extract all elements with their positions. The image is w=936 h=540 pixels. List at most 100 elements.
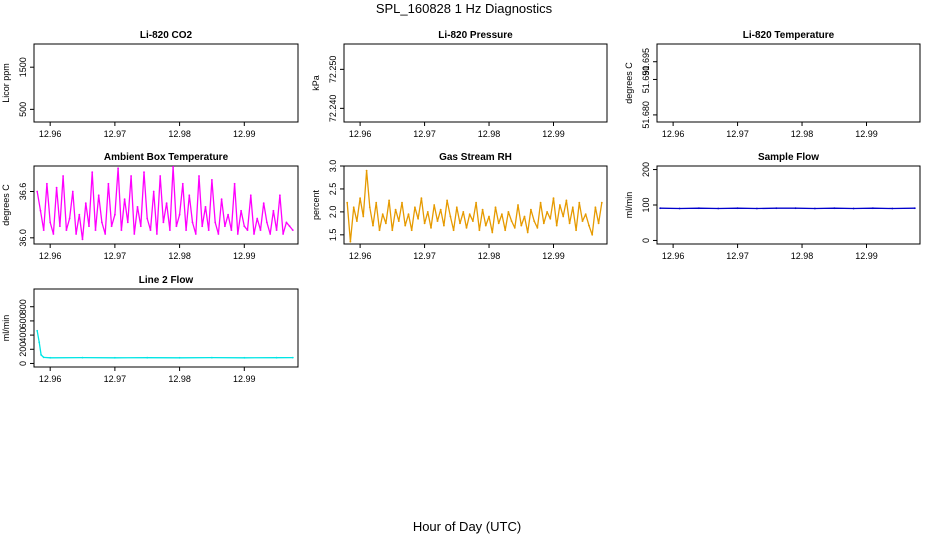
panel-5-point-23: [420, 197, 423, 200]
panel-5-point-17: [401, 201, 403, 204]
panel-3-ytick-label-2: 51.695: [641, 48, 651, 76]
panel-7-point-7: [146, 356, 149, 359]
panel-4-point-64: [243, 225, 246, 228]
panel-4-point-36: [152, 190, 155, 193]
panel-5-point-5: [362, 215, 365, 218]
panel-3-xtick-label-1: 12.97: [726, 129, 749, 139]
panel-5-point-50: [507, 211, 510, 213]
panel-5-point-25: [426, 211, 429, 213]
panel-7-xtick-label-2: 12.98: [168, 374, 191, 384]
panel-4-point-72: [269, 233, 272, 235]
panel-3-ylabel: degrees C: [624, 62, 634, 104]
panel-4-point-48: [191, 221, 194, 224]
panel-5-point-61: [542, 222, 545, 225]
panel-5-point-69: [568, 222, 571, 225]
panel-5-point-3: [356, 220, 358, 223]
panel-5-point-62: [546, 211, 548, 213]
panel-5-ytick-label-2: 2.5: [328, 183, 338, 196]
panel-5-point-45: [491, 231, 494, 234]
panel-5-point-59: [536, 227, 539, 229]
panel-4-point-58: [224, 225, 226, 228]
panel-7-point-9: [211, 356, 213, 359]
panel-4-point-67: [253, 233, 255, 235]
panel-5-point-49: [504, 229, 507, 232]
panel-1-frame: [33, 43, 299, 123]
panel-7-frame: [33, 288, 299, 368]
panel-5-point-10: [378, 229, 381, 232]
panel-5-point-40: [475, 201, 477, 204]
panel-5-point-74: [584, 213, 587, 216]
panel-4-point-17: [91, 171, 94, 174]
panel-6-point-6: [775, 207, 778, 210]
panel-5-point-15: [394, 208, 397, 211]
panel-5-point-39: [472, 220, 474, 223]
panel-5-point-16: [397, 220, 400, 223]
panel-5-point-19: [407, 213, 410, 216]
panel-7-ytick-label-3: 600: [18, 313, 28, 328]
figure-xlabel: Hour of Day (UTC): [413, 519, 521, 534]
panel-4-point-62: [236, 233, 239, 235]
panel-3-xtick-label-3: 12.99: [855, 129, 878, 139]
panel-6-point-0: [659, 207, 662, 210]
panel-6-xtick-label-1: 12.97: [726, 251, 749, 261]
panel-5-xtick-label-3: 12.99: [542, 251, 565, 261]
panel-5-point-2: [352, 206, 355, 209]
panel-4-point-32: [139, 225, 142, 228]
panel-6-title: Sample Flow: [758, 152, 819, 163]
panel-5-point-60: [539, 201, 542, 204]
panel-5-point-21: [414, 206, 416, 209]
panel-5-point-57: [530, 208, 532, 211]
panel-3-ytick-label-1: 51.690: [641, 66, 651, 94]
panel-5-point-33: [452, 229, 455, 232]
panel-2-xtick-label-2: 12.98: [478, 129, 501, 139]
panel-5-point-8: [372, 224, 374, 227]
figure-title: SPL_160828 1 Hz Diagnostics: [376, 1, 553, 16]
panel-5-point-78: [597, 222, 600, 225]
panel-7-xtick-label-0: 12.96: [39, 374, 62, 384]
panel-5-ytick-label-1: 2.0: [328, 206, 338, 219]
panel-6-xtick-label-0: 12.96: [662, 251, 685, 261]
panel-4-point-5: [52, 233, 55, 235]
panel-4-point-34: [146, 217, 149, 220]
panel-4-point-18: [94, 229, 97, 232]
panel-6-frame: [656, 165, 921, 245]
panel-5-point-65: [555, 224, 558, 227]
panel-4-point-14: [81, 238, 84, 241]
panel-5-point-51: [510, 220, 513, 223]
panel-3-title: Li-820 Temperature: [743, 30, 835, 41]
panel-5-point-37: [465, 227, 468, 229]
panel-5-point-63: [549, 217, 552, 220]
panel-4-ytick-label-0: 36.0: [18, 229, 28, 247]
panel-4-point-6: [55, 186, 58, 189]
panel-4-point-55: [214, 221, 217, 224]
panel-4-point-46: [185, 229, 188, 232]
panel-4-point-2: [42, 229, 45, 232]
panel-5-point-30: [443, 224, 445, 227]
panel-5-point-11: [381, 213, 384, 216]
panel-4-point-3: [46, 182, 48, 185]
panel-5-point-66: [559, 204, 561, 206]
panel-7-point-1: [38, 341, 41, 344]
panel-6-point-10: [852, 207, 855, 210]
panel-6-point-5: [756, 207, 758, 210]
panel-7-xtick-label-1: 12.97: [104, 374, 127, 384]
panel-6-ytick-label-2: 200: [641, 162, 651, 177]
panel-4-point-30: [133, 233, 136, 235]
panel-5-point-46: [494, 206, 497, 209]
panel-4-point-40: [165, 202, 168, 205]
panel-7-point-3: [42, 356, 45, 359]
panel-4-point-29: [130, 175, 133, 177]
panel-6-xtick-label-2: 12.98: [791, 251, 814, 261]
panel-4-point-37: [156, 233, 158, 235]
panel-6-point-12: [891, 207, 894, 210]
panel-6-point-1: [678, 207, 681, 210]
panel-4-point-77: [285, 221, 288, 224]
panel-5-point-73: [581, 220, 584, 223]
panel-4-point-31: [136, 206, 139, 208]
panel-4-point-4: [49, 221, 52, 224]
panel-7-ytick-label-0: 0: [18, 361, 28, 366]
panel-4-title: Ambient Box Temperature: [104, 152, 229, 163]
panel-4-point-33: [143, 171, 145, 174]
panel-4-point-22: [107, 182, 110, 185]
